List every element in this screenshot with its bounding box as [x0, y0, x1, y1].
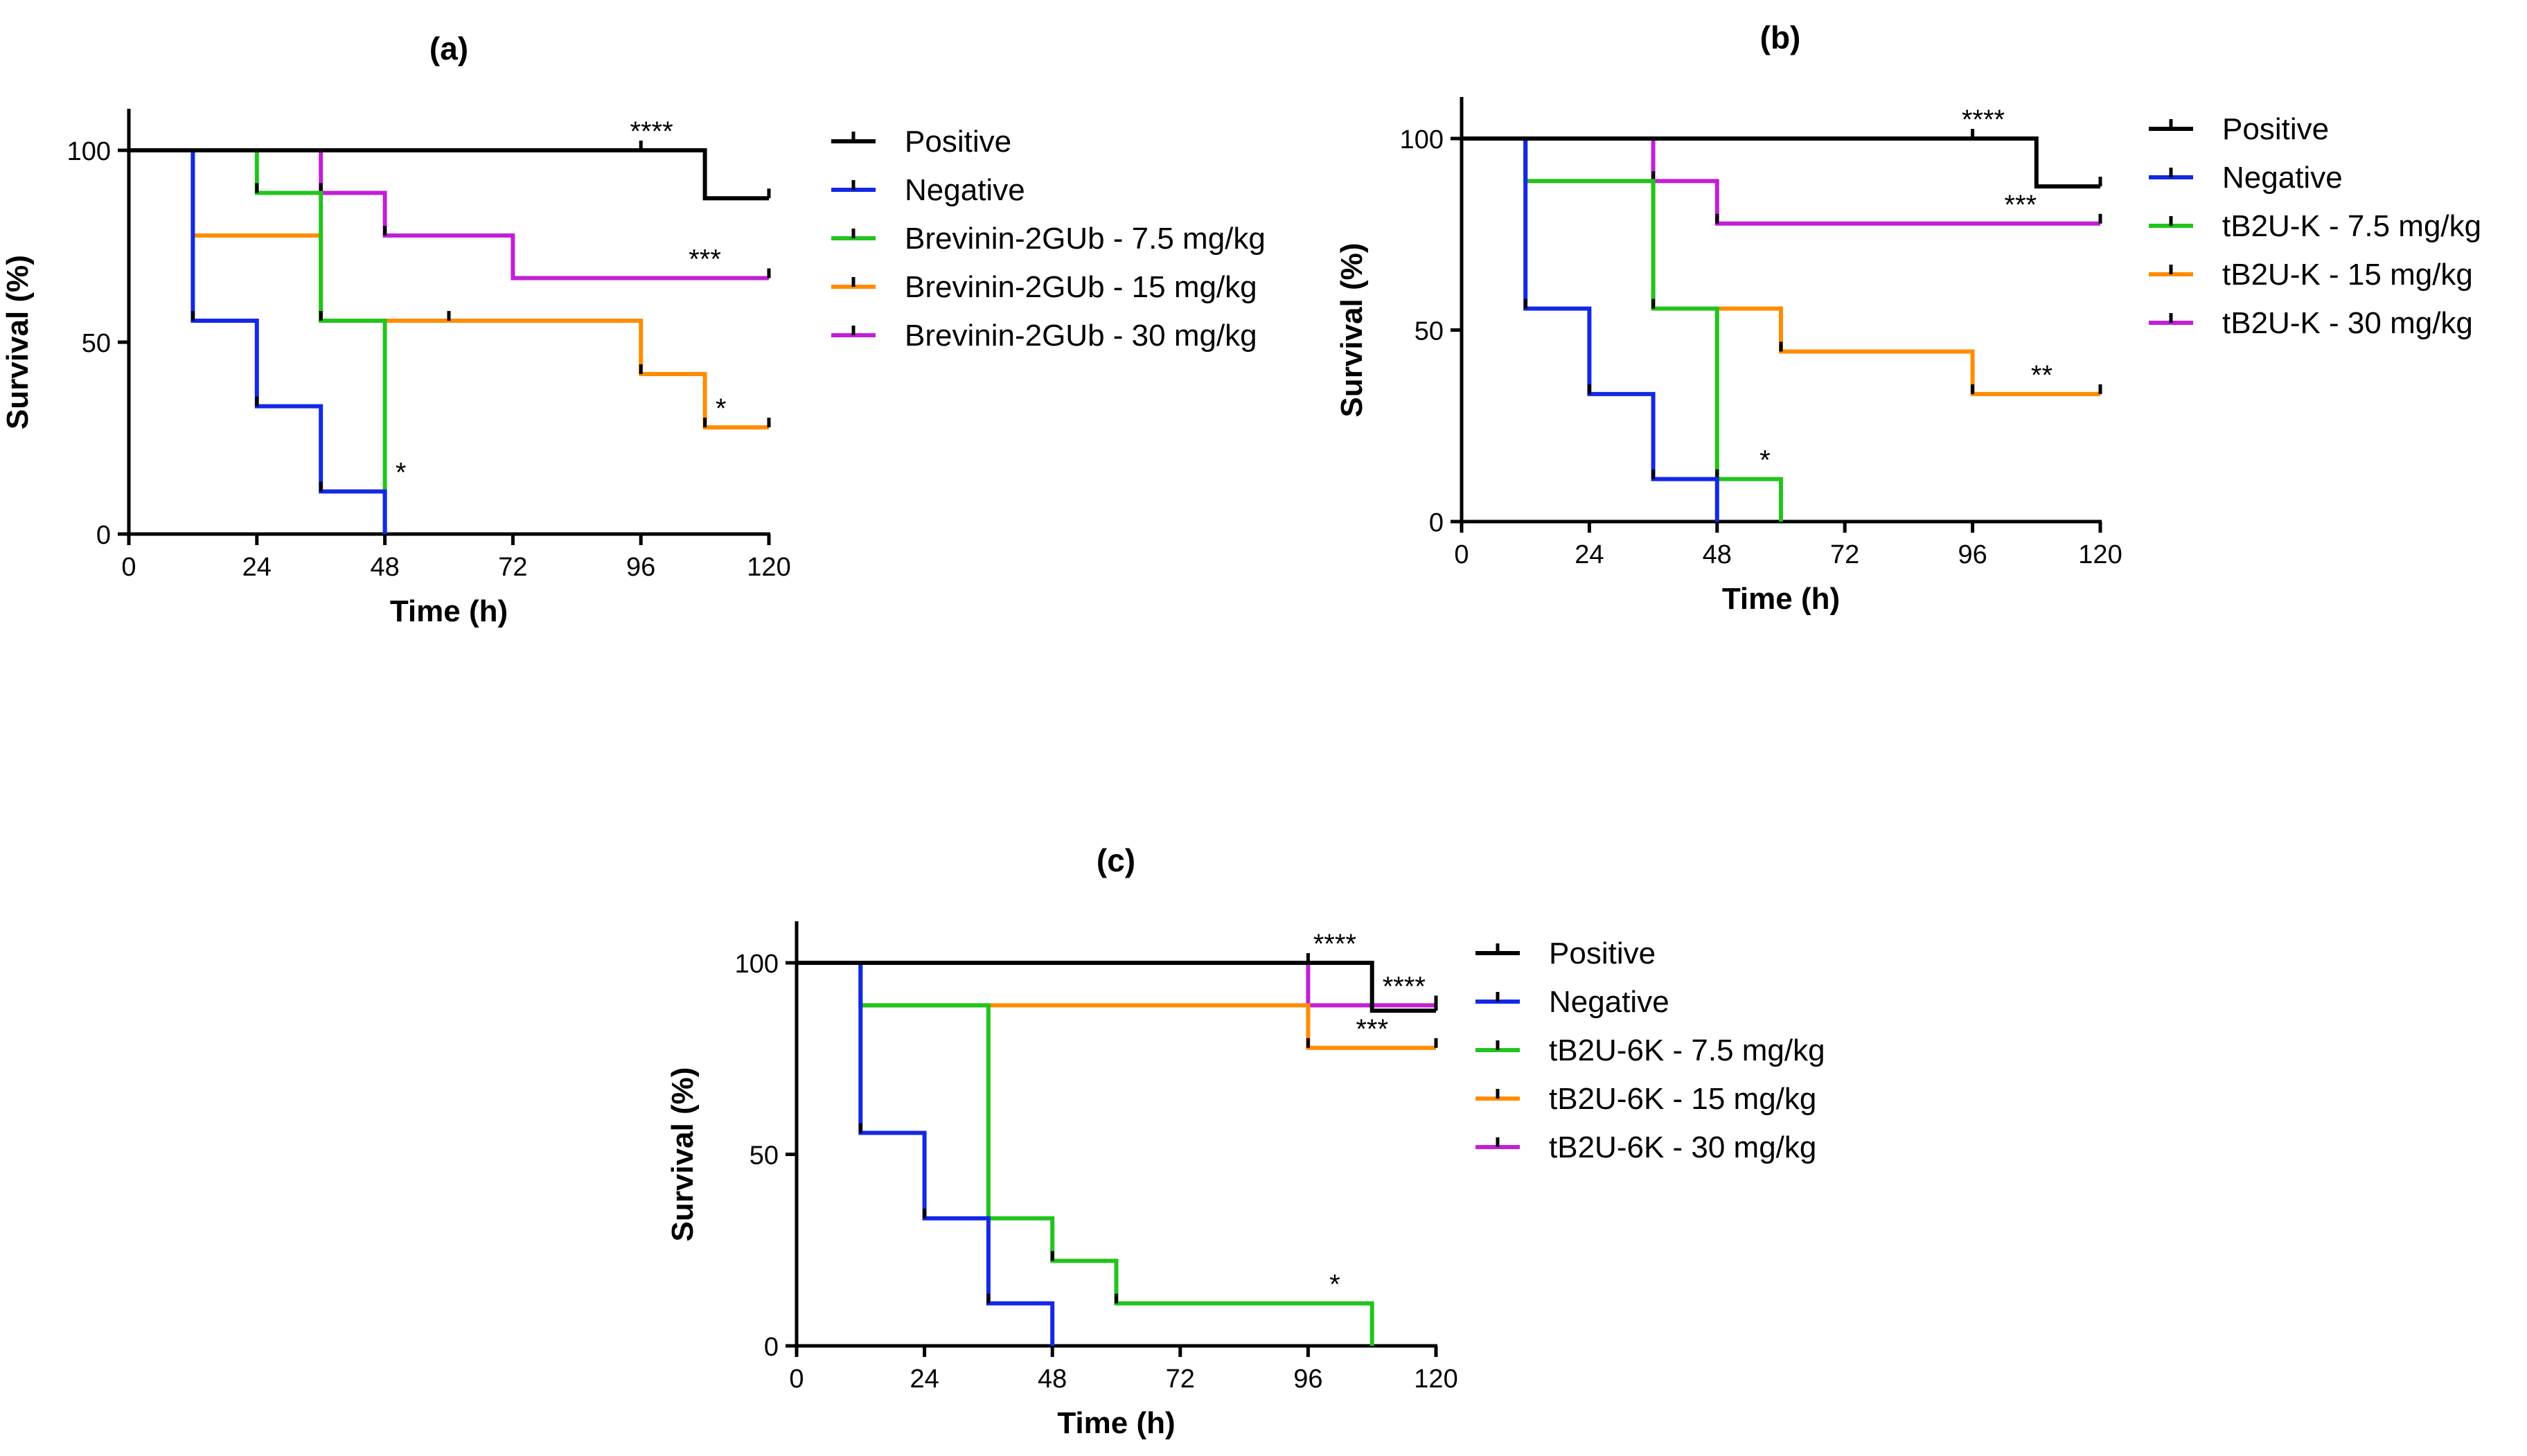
panel-c-significance-annotation: ****: [1313, 929, 1356, 959]
panel-a-legend-label: Brevinin-2GUb - 30 mg/kg: [905, 319, 1257, 353]
panel-b-series-line-mid: [1462, 136, 2100, 396]
panel-a-x-tick-label: 72: [498, 553, 527, 582]
panel-c-significance-annotation: ****: [1383, 971, 1426, 1002]
panel-b-significance-annotation: **: [2031, 360, 2052, 391]
panel-a-y-axis-title: Survival (%): [1, 255, 35, 429]
panel-b-x-tick-label: 24: [1575, 540, 1604, 569]
panel-c-series-line-positive: [797, 961, 1436, 1013]
panel-a-legend-label: Positive: [905, 125, 1011, 159]
panel-a-x-tick-label: 0: [121, 553, 136, 582]
panel-c-legend-label: Positive: [1549, 936, 1656, 970]
panel-a-legend-label: Brevinin-2GUb - 7.5 mg/kg: [905, 222, 1266, 256]
panel-b-y-tick-label: 0: [1429, 508, 1444, 538]
panel-c-x-tick-label: 72: [1166, 1365, 1195, 1394]
panel-c-legend-label: tB2U-6K - 15 mg/kg: [1549, 1082, 1816, 1116]
panel-c-significance-annotation: *: [1329, 1270, 1340, 1300]
panel-c-y-tick-label: 50: [750, 1142, 779, 1171]
panel-b-x-axis-title: Time (h): [1722, 582, 1840, 616]
panel-a-y-tick-label: 50: [82, 329, 111, 358]
panel-b: (b) 0 24 48 72 96 120 0 50 100 Time (h) Survival (%…: [1335, 19, 2481, 616]
panel-c-x-axis-title: Time (h): [1057, 1406, 1175, 1440]
panel-a-significance-annotation: *: [716, 393, 727, 424]
panel-c-x-tick-label: 24: [910, 1365, 939, 1394]
panel-a-x-tick-label: 120: [747, 553, 790, 582]
panel-b-significance-annotation: *: [1759, 445, 1771, 476]
panel-a-legend-label: Brevinin-2GUb - 15 mg/kg: [905, 270, 1257, 304]
panel-c: (c) 0 24 48 72 96 120 0 50 100 Time (h) Survival (%…: [666, 842, 1825, 1440]
panel-a-y-tick-label: 0: [96, 521, 111, 550]
panel-b-significance-annotation: ***: [2004, 190, 2037, 220]
panel-b-y-tick-label: 50: [1415, 317, 1444, 346]
panel-a-x-axis-title: Time (h): [390, 594, 508, 628]
panel-c-title: (c): [1097, 842, 1135, 878]
panel-c-series-line-low: [797, 961, 1374, 1346]
panel-c-x-tick-label: 0: [789, 1365, 804, 1394]
panel-c-significance-annotation: ***: [1356, 1014, 1388, 1045]
panel-b-series-line-negative: [1462, 136, 1719, 522]
panel-a-series-line-mid: [129, 148, 769, 429]
panel-b-legend-label: tB2U-K - 7.5 mg/kg: [2222, 209, 2481, 243]
panel-a-significance-annotation: ***: [689, 244, 721, 274]
panel-b-y-tick-label: 100: [1400, 125, 1444, 154]
panel-a-x-tick-label: 96: [626, 553, 655, 582]
panel-b-x-tick-label: 96: [1958, 540, 1987, 569]
panel-b-x-tick-label: 48: [1703, 540, 1732, 569]
panel-b-x-tick-label: 72: [1830, 540, 1859, 569]
panel-b-significance-annotation: ****: [1962, 105, 2005, 135]
panel-b-x-tick-label: 120: [2078, 540, 2122, 569]
panel-c-x-tick-label: 48: [1038, 1365, 1067, 1394]
panel-b-x-tick-label: 0: [1454, 540, 1469, 569]
panel-c-legend-label: tB2U-6K - 30 mg/kg: [1549, 1130, 1816, 1164]
panel-a-significance-annotation: ****: [630, 116, 673, 147]
panel-c-y-tick-label: 0: [764, 1333, 779, 1362]
panel-c-y-tick-label: 100: [735, 950, 779, 979]
panel-b-series-line-positive: [1462, 136, 2100, 189]
panel-b-series-line-low: [1462, 136, 1783, 522]
panel-a-x-tick-label: 24: [242, 553, 272, 582]
panel-a: (a) 0 24 48 72 96 120 0 50 100 Time (h) Survival (%…: [1, 30, 1266, 628]
panel-c-series-line-negative: [797, 961, 1055, 1346]
panel-b-legend-label: Positive: [2222, 112, 2329, 146]
panel-a-legend-label: Negative: [905, 173, 1025, 207]
panel-a-series-line-negative: [129, 148, 387, 534]
panel-b-legend-label: Negative: [2222, 161, 2343, 195]
panel-a-y-tick-label: 100: [67, 137, 111, 166]
panel-b-legend-label: tB2U-K - 15 mg/kg: [2222, 258, 2473, 292]
panel-a-series-line-positive: [129, 148, 769, 201]
panel-c-y-axis-title: Survival (%): [666, 1067, 700, 1242]
panel-b-legend-label: tB2U-K - 30 mg/kg: [2222, 306, 2473, 340]
panel-c-x-tick-label: 96: [1293, 1365, 1322, 1394]
panel-a-title: (a): [429, 30, 468, 66]
panel-a-x-tick-label: 48: [370, 553, 399, 582]
panel-a-significance-annotation: *: [396, 458, 407, 488]
panel-c-legend-label: tB2U-6K - 7.5 mg/kg: [1549, 1033, 1825, 1067]
panel-c-x-tick-label: 120: [1414, 1365, 1457, 1394]
panel-a-series-line-high: [129, 148, 769, 281]
panel-b-y-axis-title: Survival (%): [1335, 243, 1369, 418]
panel-c-legend-label: Negative: [1549, 985, 1669, 1019]
panel-b-title: (b): [1760, 19, 1801, 55]
